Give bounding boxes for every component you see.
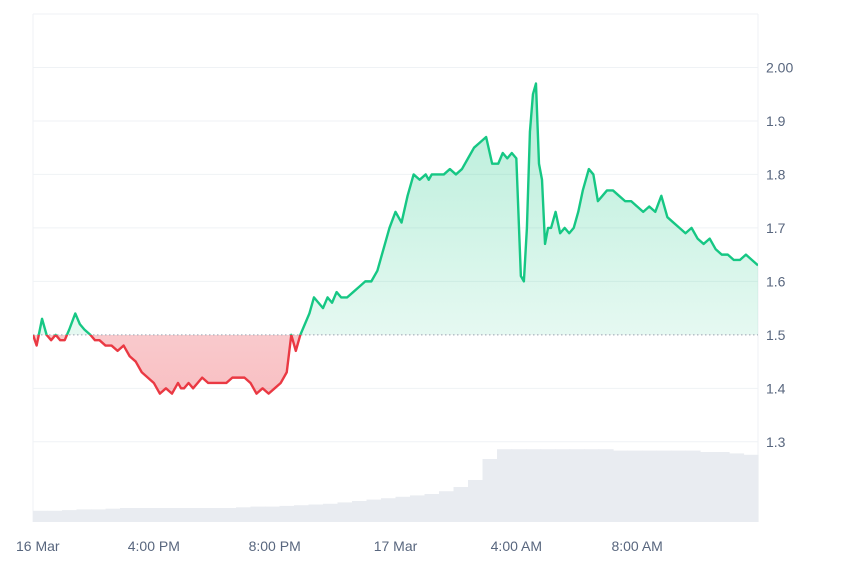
x-tick-label: 17 Mar xyxy=(374,538,418,554)
volume-bar xyxy=(627,450,643,522)
volume-bar xyxy=(671,450,687,522)
volume-bar xyxy=(265,506,281,522)
volume-bar xyxy=(178,508,194,522)
x-tick-label: 4:00 PM xyxy=(128,538,180,554)
volume-bar xyxy=(511,449,527,522)
y-tick-label: 1.4 xyxy=(766,380,786,396)
y-tick-label: 1.5 xyxy=(766,327,786,343)
volume-bar xyxy=(149,508,165,522)
y-tick-label: 1.8 xyxy=(766,166,786,182)
volume-bar xyxy=(700,452,716,522)
volume-bar xyxy=(120,508,136,522)
volume-bar xyxy=(714,452,730,522)
volume-bar xyxy=(395,496,411,522)
volume-bar xyxy=(294,505,310,522)
y-tick-label: 1.6 xyxy=(766,273,786,289)
volume-bar xyxy=(381,498,397,522)
volume-bar xyxy=(526,449,542,522)
y-tick-label: 1.3 xyxy=(766,434,786,450)
volume-bar xyxy=(540,449,556,522)
volume-bar xyxy=(613,450,629,522)
area-above-baseline xyxy=(33,83,758,335)
volume-bar xyxy=(642,450,658,522)
y-tick-label: 1.9 xyxy=(766,113,786,129)
x-tick-label: 16 Mar xyxy=(16,538,60,554)
volume-bar xyxy=(308,504,324,522)
volume-bar xyxy=(62,510,78,522)
volume-bar xyxy=(424,494,440,522)
volume-bar xyxy=(685,450,701,522)
volume-bar xyxy=(743,454,759,522)
volume-bar xyxy=(221,508,237,522)
volume-bar xyxy=(468,480,484,522)
volume-bar xyxy=(439,491,455,522)
y-tick-label: 2.00 xyxy=(766,59,793,75)
y-axis: 2.00 1.9 1.8 1.7 1.6 1.5 1.4 1.3 xyxy=(766,59,793,449)
volume-bars xyxy=(33,449,759,522)
volume-bar xyxy=(410,495,426,522)
volume-bar xyxy=(584,449,600,522)
x-axis: 16 Mar 4:00 PM 8:00 PM 17 Mar 4:00 AM 8:00 AM xyxy=(16,538,663,554)
price-line-down[interactable] xyxy=(33,84,758,395)
volume-bar xyxy=(192,508,208,522)
volume-bar xyxy=(598,449,614,522)
volume-bar xyxy=(729,453,745,522)
volume-bar xyxy=(352,501,368,522)
area-below-baseline xyxy=(33,334,301,394)
volume-bar xyxy=(569,449,585,522)
volume-bar xyxy=(656,450,672,522)
volume-bar xyxy=(134,508,150,522)
y-tick-label: 1.7 xyxy=(766,220,786,236)
volume-bar xyxy=(555,449,571,522)
volume-bar xyxy=(33,510,49,522)
volume-bar xyxy=(250,506,266,522)
volume-bar xyxy=(163,508,179,522)
volume-bar xyxy=(236,507,252,522)
price-line[interactable] xyxy=(33,82,758,395)
x-tick-label: 8:00 PM xyxy=(249,538,301,554)
volume-bar xyxy=(497,449,513,522)
volume-bar xyxy=(207,508,223,522)
volume-bar xyxy=(337,502,353,522)
x-tick-label: 4:00 AM xyxy=(491,538,542,554)
volume-bar xyxy=(91,509,107,522)
price-area xyxy=(33,83,758,394)
volume-bar xyxy=(366,499,382,522)
price-line-up[interactable] xyxy=(33,82,758,394)
volume-bar xyxy=(323,503,339,522)
volume-bar xyxy=(76,509,92,522)
volume-bar xyxy=(47,510,63,522)
volume-bar xyxy=(453,487,469,522)
volume-bar xyxy=(105,508,121,522)
x-tick-label: 8:00 AM xyxy=(611,538,662,554)
volume-bar xyxy=(279,505,295,522)
volume-bar xyxy=(482,459,498,522)
